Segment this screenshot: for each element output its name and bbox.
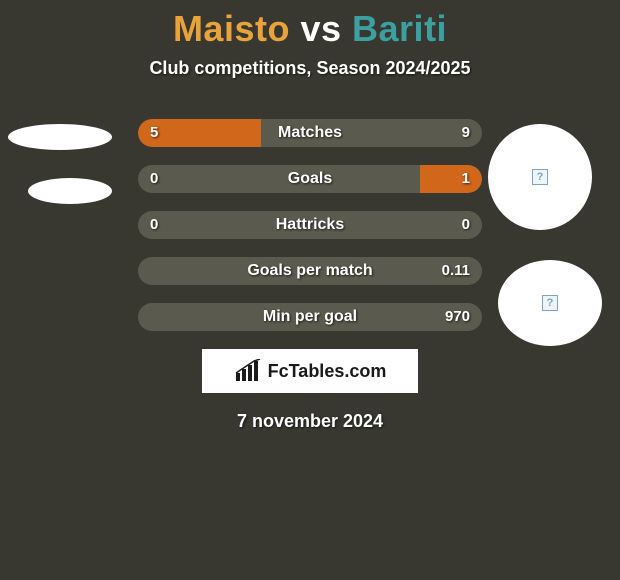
stat-row: Min per goal 970	[138, 303, 482, 331]
stat-row: 0 Goals 1	[138, 165, 482, 193]
comparison-title: Maisto vs Bariti	[0, 0, 620, 50]
stats-container: 5 Matches 9 0 Goals 1 0 Hattricks 0 Goal…	[138, 119, 482, 331]
stat-row: Goals per match 0.11	[138, 257, 482, 285]
stat-label: Goals	[138, 165, 482, 193]
player1-avatar-placeholder	[8, 124, 112, 150]
stat-label: Min per goal	[138, 303, 482, 331]
stat-right-value: 0	[462, 211, 470, 239]
vs-label: vs	[300, 8, 341, 49]
missing-image-icon: ?	[532, 169, 548, 185]
player1-badge-placeholder	[28, 178, 112, 204]
stat-right-value: 1	[462, 165, 470, 193]
footer-logo: FcTables.com	[202, 349, 418, 393]
player2-name: Bariti	[352, 8, 447, 49]
stat-right-value: 970	[445, 303, 470, 331]
player2-avatar-placeholder: ?	[488, 124, 592, 230]
footer-date: 7 november 2024	[0, 411, 620, 432]
player2-badge-placeholder: ?	[498, 260, 602, 346]
bars-icon	[234, 359, 262, 383]
stat-row: 5 Matches 9	[138, 119, 482, 147]
stat-row: 0 Hattricks 0	[138, 211, 482, 239]
stat-label: Matches	[138, 119, 482, 147]
player1-name: Maisto	[173, 8, 290, 49]
stat-label: Hattricks	[138, 211, 482, 239]
stat-right-value: 0.11	[442, 257, 470, 285]
missing-image-icon: ?	[542, 295, 558, 311]
stat-label: Goals per match	[138, 257, 482, 285]
stat-right-value: 9	[462, 119, 470, 147]
comparison-subtitle: Club competitions, Season 2024/2025	[0, 58, 620, 79]
footer-logo-text: FcTables.com	[268, 361, 387, 382]
